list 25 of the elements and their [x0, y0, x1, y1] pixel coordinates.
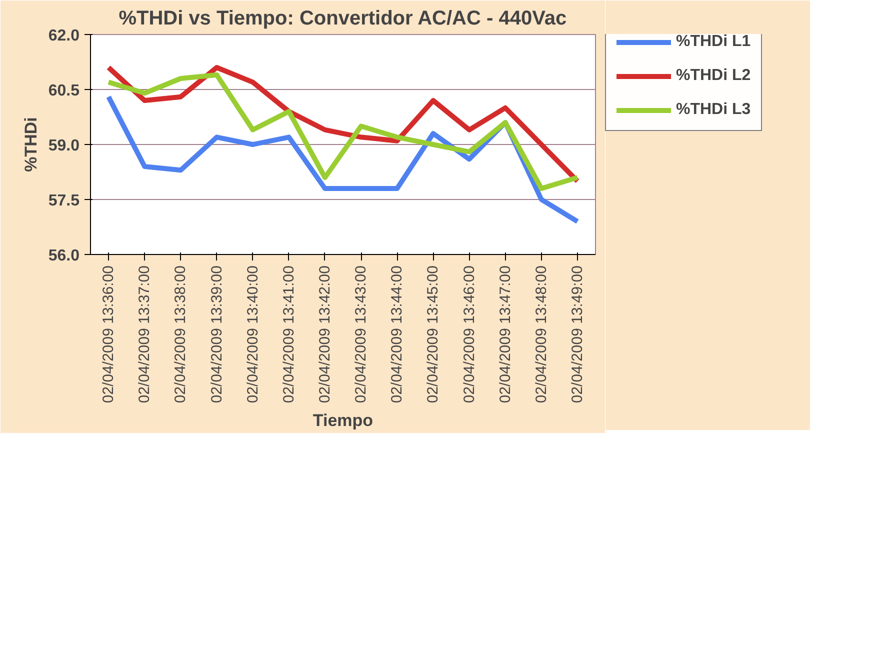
y-tick-label: 56.0	[48, 248, 80, 264]
legend-label: %THDi L1	[676, 33, 751, 51]
x-tick-label: 02/04/2009 13:41:00	[280, 265, 298, 404]
legend-label: %THDi L3	[676, 101, 751, 119]
x-tick-label: 02/04/2009 13:44:00	[388, 265, 406, 404]
y-axis-title: %THDi	[21, 117, 40, 172]
x-tick-label: 02/04/2009 13:40:00	[244, 265, 262, 404]
x-tick-label: 02/04/2009 13:45:00	[424, 265, 442, 404]
y-tick-label: 62.0	[48, 28, 80, 44]
x-tick-label: 02/04/2009 13:43:00	[352, 265, 370, 404]
x-tick-label: 02/04/2009 13:47:00	[496, 265, 514, 404]
x-tick-label: 02/04/2009 13:37:00	[136, 265, 154, 404]
x-tick-label: 02/04/2009 13:49:00	[568, 265, 586, 404]
legend-label: %THDi L2	[676, 67, 751, 85]
x-axis-title: Tiempo	[312, 411, 374, 430]
chart-title: %THDi vs Tiempo: Convertidor AC/AC - 440Vac	[118, 8, 567, 30]
y-tick-label: 57.5	[48, 192, 80, 210]
y-tick-label: 60.5	[48, 82, 80, 100]
x-tick-label: 02/04/2009 13:38:00	[172, 265, 190, 404]
x-tick-label: 02/04/2009 13:36:00	[100, 265, 118, 404]
y-tick-label: 59.0	[48, 138, 80, 154]
x-tick-label: 02/04/2009 13:46:00	[460, 265, 478, 404]
x-tick-label: 02/04/2009 13:48:00	[532, 265, 550, 404]
x-tick-label: 02/04/2009 13:39:00	[208, 265, 226, 404]
x-tick-label: 02/04/2009 13:42:00	[316, 265, 334, 404]
